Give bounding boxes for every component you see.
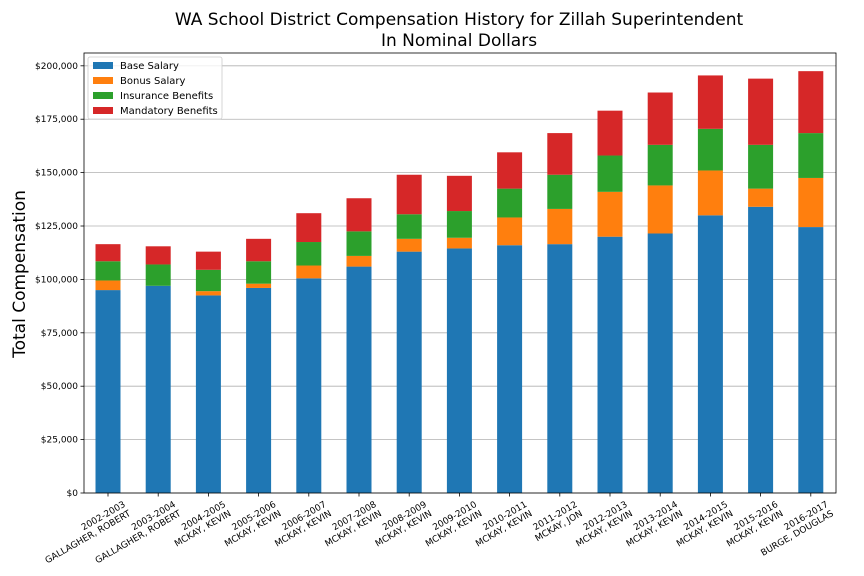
bar-insurance-benefits xyxy=(547,174,573,209)
plot-frame xyxy=(83,52,837,494)
bar-mandatory-benefits xyxy=(798,71,824,134)
bar-bonus-salary xyxy=(396,238,422,252)
bar-mandatory-benefits xyxy=(446,175,472,212)
y-tick-label: $150,000 xyxy=(35,169,78,179)
y-tick-label: $75,000 xyxy=(41,329,78,339)
bar-bonus-salary xyxy=(95,280,121,291)
bar-bonus-salary xyxy=(647,185,673,234)
legend-label: Mandatory Benefits xyxy=(120,106,218,117)
legend-swatch xyxy=(93,92,113,99)
bar-mandatory-benefits xyxy=(597,110,623,156)
bar-base-salary xyxy=(346,266,372,493)
bar-insurance-benefits xyxy=(798,133,824,178)
legend-label: Bonus Salary xyxy=(120,76,186,87)
bar-base-salary xyxy=(446,248,472,493)
y-tick-label: $100,000 xyxy=(35,275,78,285)
bar-bonus-salary xyxy=(597,191,623,237)
y-tick-label: $50,000 xyxy=(41,382,78,392)
axes xyxy=(83,52,837,494)
bar-mandatory-benefits xyxy=(497,152,523,189)
legend-label: Base Salary xyxy=(120,61,179,72)
x-tick-label: 2011-2012MCKAY, JON xyxy=(528,500,584,544)
y-axis-ticks: $0 $25,000 $50,000 $75,000 $100,000 $125,000 $… xyxy=(35,62,84,499)
chart-title-line-2: In Nominal Dollars xyxy=(381,31,537,51)
bar-insurance-benefits xyxy=(145,264,171,286)
bar-mandatory-benefits xyxy=(748,78,774,145)
bar-mandatory-benefits xyxy=(95,244,121,262)
y-tick-label: $125,000 xyxy=(35,222,78,232)
bar-mandatory-benefits xyxy=(246,238,272,262)
bar-insurance-benefits xyxy=(647,144,673,186)
bar-base-salary xyxy=(497,245,523,493)
bar-bonus-salary xyxy=(246,283,272,288)
x-axis-ticks: 2002-2003GALLAGHER, ROBERT2003-2004GALLA… xyxy=(38,493,836,567)
bar-bonus-salary xyxy=(547,208,573,245)
x-tick-label: 2010-2011MCKAY, KEVIN xyxy=(469,500,534,550)
bar-base-salary xyxy=(697,215,723,494)
bar-bonus-salary xyxy=(748,188,774,207)
bar-base-salary xyxy=(145,285,171,493)
bar-base-salary xyxy=(748,206,774,493)
bar-base-salary xyxy=(296,278,322,493)
x-tick-label: 2002-2003GALLAGHER, ROBERT xyxy=(38,500,133,567)
bar-bonus-salary xyxy=(697,170,723,216)
bar-base-salary xyxy=(195,295,221,493)
legend-box xyxy=(87,56,223,120)
y-tick-label: $200,000 xyxy=(35,62,78,72)
bar-insurance-benefits xyxy=(697,128,723,171)
bar-mandatory-benefits xyxy=(647,92,673,145)
legend: Base Salary Bonus Salary Insurance Benefit… xyxy=(87,56,223,120)
bar-bonus-salary xyxy=(296,265,322,279)
bar-mandatory-benefits xyxy=(145,246,171,265)
bar-base-salary xyxy=(95,290,121,493)
bar-base-salary xyxy=(798,227,824,493)
bar-bonus-salary xyxy=(446,237,472,249)
bar-insurance-benefits xyxy=(597,155,623,192)
legend-label: Insurance Benefits xyxy=(120,91,213,102)
y-axis-label: Total Compensation xyxy=(10,190,30,359)
bar-insurance-benefits xyxy=(497,188,523,218)
bar-insurance-benefits xyxy=(95,261,121,281)
bar-bonus-salary xyxy=(195,291,221,296)
bar-mandatory-benefits xyxy=(296,213,322,243)
legend-swatch xyxy=(93,62,113,69)
legend-swatch xyxy=(93,107,113,114)
chart-title-line-1: WA School District Compensation History … xyxy=(175,10,744,30)
bar-mandatory-benefits xyxy=(547,133,573,175)
bars xyxy=(95,71,824,494)
legend-swatch xyxy=(93,77,113,84)
bar-insurance-benefits xyxy=(296,242,322,266)
bar-base-salary xyxy=(547,244,573,493)
bar-mandatory-benefits xyxy=(195,251,221,270)
bar-base-salary xyxy=(597,236,623,493)
bar-base-salary xyxy=(647,233,673,493)
bar-insurance-benefits xyxy=(396,214,422,239)
y-tick-label: $0 xyxy=(67,489,79,499)
bar-bonus-salary xyxy=(346,255,372,267)
bar-base-salary xyxy=(396,251,422,493)
bar-insurance-benefits xyxy=(346,231,372,256)
bar-base-salary xyxy=(246,287,272,493)
bar-bonus-salary xyxy=(497,217,523,246)
bar-insurance-benefits xyxy=(748,144,774,189)
bar-insurance-benefits xyxy=(246,261,272,284)
bar-bonus-salary xyxy=(798,177,824,228)
bar-insurance-benefits xyxy=(446,211,472,238)
bar-insurance-benefits xyxy=(195,269,221,292)
bar-mandatory-benefits xyxy=(346,198,372,232)
bar-mandatory-benefits xyxy=(396,174,422,215)
y-tick-label: $175,000 xyxy=(35,115,78,125)
y-tick-label: $25,000 xyxy=(41,436,78,446)
bar-mandatory-benefits xyxy=(697,75,723,129)
